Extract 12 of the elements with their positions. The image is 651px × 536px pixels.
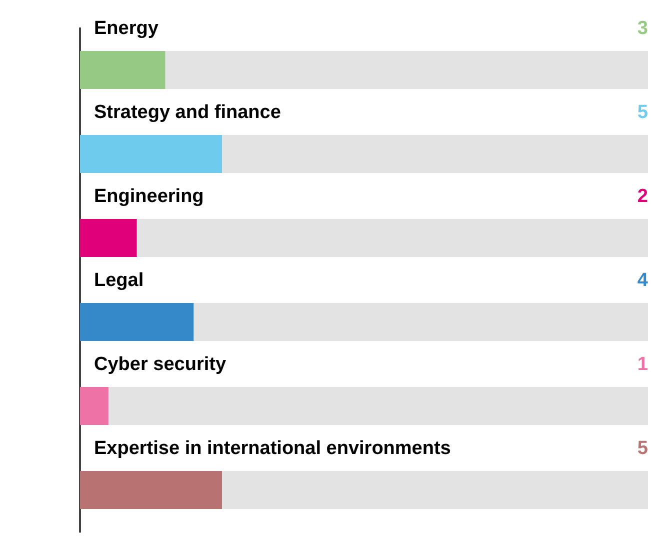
data-label: 1 — [637, 354, 648, 375]
y-tick-label: Energy — [94, 18, 159, 39]
y-tick-label: Strategy and finance — [94, 102, 281, 123]
data-label: 5 — [637, 102, 648, 123]
data-label: 2 — [637, 186, 648, 207]
data-label: 4 — [637, 270, 648, 291]
data-label: 5 — [637, 438, 648, 459]
y-tick-label: Cyber security — [94, 354, 226, 375]
y-tick-label: Expertise in international environments — [94, 438, 451, 459]
y-tick-label: Legal — [94, 270, 144, 291]
data-label: 3 — [637, 18, 648, 39]
y-tick-label: Engineering — [94, 186, 204, 207]
